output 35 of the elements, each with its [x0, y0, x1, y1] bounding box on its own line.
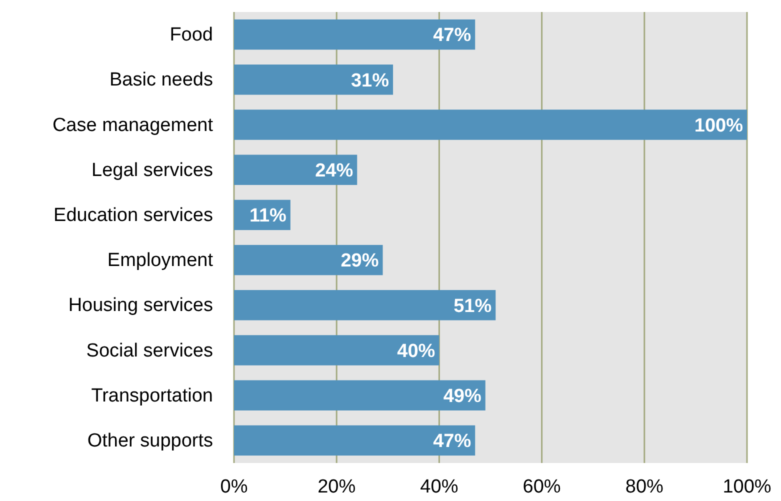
bar	[234, 64, 394, 95]
x-tick-label: 100%	[722, 476, 772, 498]
data-label: 40%	[397, 340, 436, 362]
x-tick-label: 20%	[318, 476, 356, 498]
bar	[234, 290, 496, 320]
data-label: 49%	[443, 386, 482, 407]
y-tick-label: Social services	[86, 340, 213, 362]
data-label: 31%	[351, 70, 390, 92]
x-tick-label: 40%	[420, 476, 458, 498]
data-label: 51%	[454, 296, 492, 317]
y-tick-label: Food	[170, 24, 213, 46]
data-label: 47%	[433, 25, 472, 46]
y-tick-label: Other supports	[87, 430, 213, 452]
bar	[234, 154, 358, 185]
data-label: 29%	[340, 250, 379, 272]
data-label: 24%	[315, 160, 354, 182]
y-tick-label: Legal services	[92, 160, 213, 181]
y-tick-label: Basic needs	[109, 70, 213, 91]
y-tick-label: Housing services	[68, 295, 213, 316]
data-label: 100%	[694, 115, 744, 136]
x-tick-label: 60%	[522, 476, 561, 498]
data-label: 11%	[249, 206, 287, 227]
y-tick-label: Employment	[107, 250, 214, 272]
y-tick-label: Education services	[54, 205, 213, 226]
x-tick-label: 80%	[625, 476, 664, 498]
bar	[234, 19, 476, 50]
y-tick-label: Transportation	[91, 385, 213, 406]
x-tick-label: 0%	[220, 476, 248, 498]
y-tick-label: Case management	[52, 114, 214, 136]
bar	[234, 380, 486, 410]
bar	[234, 244, 383, 276]
bar	[234, 425, 476, 456]
data-label: 47%	[433, 431, 472, 452]
bar	[234, 110, 747, 140]
bar	[234, 335, 440, 366]
